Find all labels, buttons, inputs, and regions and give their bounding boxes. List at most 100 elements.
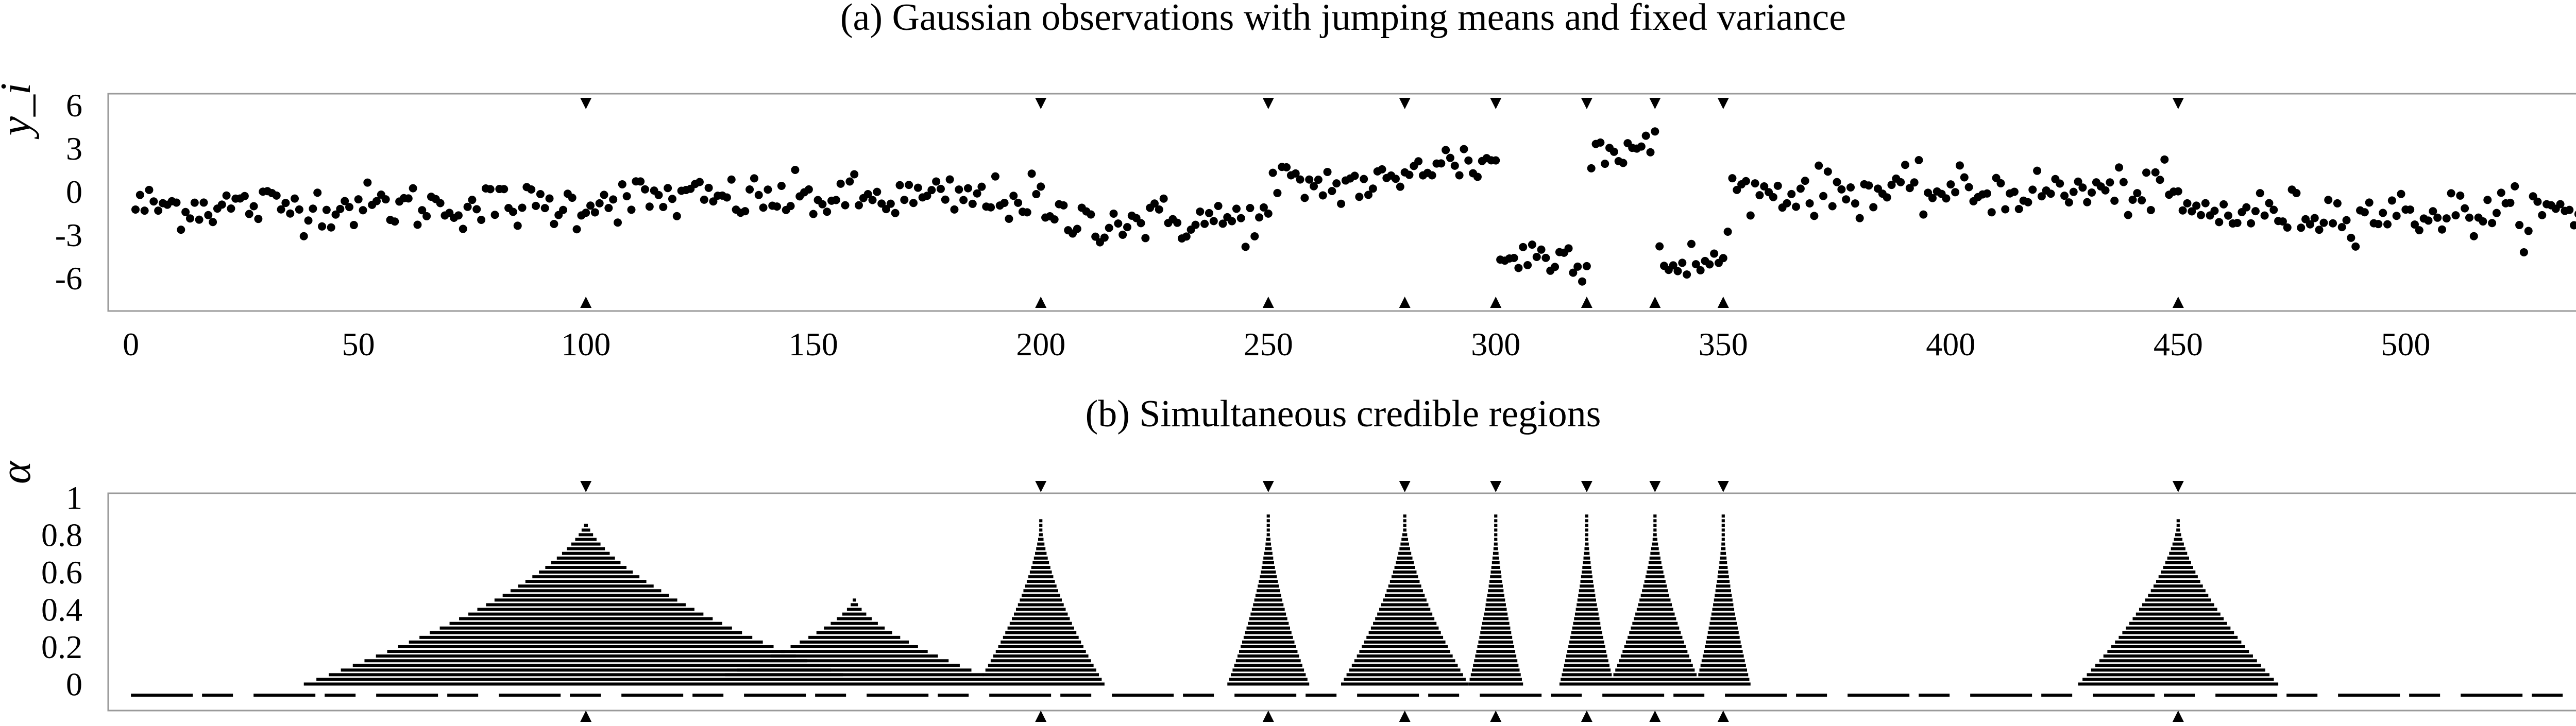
- data-point: [2497, 188, 2505, 197]
- data-point: [786, 202, 795, 211]
- data-point: [2415, 226, 2424, 235]
- data-point: [2538, 211, 2547, 219]
- data-point: [1105, 223, 1113, 232]
- data-point: [1246, 204, 1255, 213]
- panel-b-bars: [131, 514, 2576, 697]
- data-point: [2178, 206, 2187, 215]
- data-point: [313, 188, 322, 197]
- data-point: [190, 198, 199, 207]
- data-point: [154, 206, 163, 215]
- data-point: [2556, 200, 2565, 209]
- data-point: [2324, 196, 2333, 204]
- panel-b-change-markers: [580, 481, 2184, 722]
- change-point-marker: [580, 297, 592, 308]
- data-point: [341, 197, 349, 205]
- data-point: [1869, 203, 1878, 212]
- data-point: [1960, 173, 1969, 182]
- data-point: [2315, 226, 2324, 234]
- data-point: [1137, 219, 1145, 228]
- data-point: [704, 183, 713, 192]
- data-point: [2056, 179, 2064, 188]
- data-point: [2010, 187, 2019, 196]
- data-point: [372, 197, 381, 205]
- data-point: [1310, 182, 1318, 191]
- data-point: [2192, 201, 2201, 210]
- data-point: [1760, 182, 1769, 191]
- data-point: [1673, 267, 1682, 275]
- data-point: [1901, 161, 1909, 169]
- data-point: [2128, 195, 2137, 204]
- data-point: [1214, 201, 1223, 210]
- data-point: [309, 204, 317, 213]
- data-point: [627, 205, 636, 214]
- data-point: [1619, 159, 1628, 167]
- data-point: [2283, 223, 2292, 232]
- data-point: [722, 193, 731, 202]
- data-point: [1250, 232, 1259, 240]
- x-tick-label: 50: [342, 326, 375, 362]
- data-point: [1464, 156, 1473, 165]
- data-point: [2110, 196, 2119, 205]
- data-point: [1942, 194, 1951, 203]
- data-point: [2046, 189, 2055, 198]
- data-point: [882, 205, 890, 214]
- data-point: [886, 199, 895, 208]
- data-point: [1691, 260, 1700, 269]
- data-point: [413, 220, 422, 229]
- data-point: [2210, 206, 2219, 215]
- data-point: [2037, 192, 2046, 201]
- data-point: [2060, 192, 2069, 200]
- data-point: [1523, 261, 1532, 269]
- data-point: [941, 195, 950, 204]
- x-tick-label: 350: [1699, 326, 1748, 362]
- data-point: [322, 205, 331, 214]
- data-point: [336, 204, 345, 213]
- data-point: [622, 192, 631, 201]
- data-point: [272, 191, 281, 200]
- data-point: [1291, 169, 1300, 178]
- data-point: [1805, 199, 1814, 208]
- data-point: [1719, 254, 1727, 263]
- data-point: [459, 224, 467, 233]
- data-point: [1037, 182, 1045, 191]
- data-point: [1209, 217, 1218, 226]
- data-point: [1846, 183, 1855, 192]
- data-point: [1683, 270, 1691, 279]
- y-tick-label: 0: [66, 666, 82, 703]
- panel-b-y-ticks: 10.80.60.40.20: [41, 479, 82, 703]
- data-point: [1928, 194, 1937, 202]
- change-point-marker: [2172, 711, 2184, 722]
- data-point: [2451, 211, 2460, 220]
- data-point: [2001, 205, 2010, 214]
- data-point: [1819, 192, 1828, 200]
- x-tick-label: 300: [1471, 326, 1520, 362]
- data-point: [1268, 168, 1277, 177]
- data-point: [695, 178, 704, 186]
- data-point: [818, 200, 827, 209]
- data-point: [2174, 187, 2182, 196]
- data-point: [545, 194, 554, 203]
- data-point: [2410, 220, 2419, 229]
- x-tick-label: 100: [561, 326, 611, 362]
- data-point: [436, 199, 445, 208]
- change-point-marker: [1717, 297, 1729, 308]
- data-point: [1155, 205, 1163, 214]
- data-point: [1428, 171, 1436, 180]
- data-point: [1582, 262, 1591, 270]
- data-point: [140, 206, 149, 215]
- data-point: [2515, 221, 2524, 230]
- data-point: [1815, 161, 1823, 170]
- change-point-marker: [1035, 481, 1047, 492]
- data-point: [2247, 219, 2256, 228]
- data-point: [454, 211, 463, 220]
- data-point: [764, 185, 772, 194]
- data-point: [672, 212, 681, 220]
- data-point: [659, 202, 668, 211]
- data-point: [2146, 205, 2155, 214]
- data-point: [172, 198, 181, 207]
- change-point-marker: [1399, 98, 1411, 109]
- data-point: [1205, 209, 1213, 217]
- data-point: [1450, 161, 1459, 170]
- y-tick-label: 0.6: [41, 554, 82, 591]
